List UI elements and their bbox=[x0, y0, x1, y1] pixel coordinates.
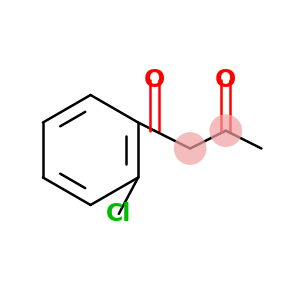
Text: O: O bbox=[215, 68, 236, 92]
Text: O: O bbox=[144, 68, 165, 92]
Circle shape bbox=[209, 114, 242, 147]
Circle shape bbox=[174, 132, 206, 165]
Text: Cl: Cl bbox=[106, 202, 131, 226]
